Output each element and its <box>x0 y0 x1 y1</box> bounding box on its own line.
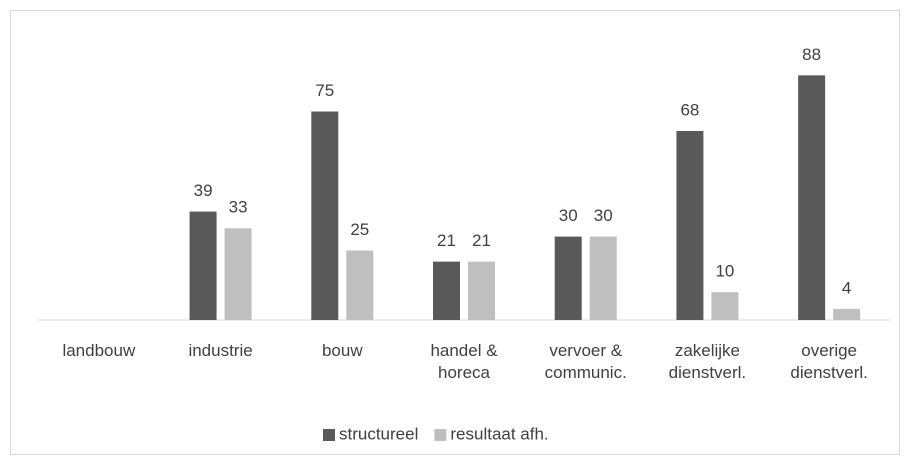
data-label: 68 <box>680 100 699 119</box>
bar <box>346 250 374 320</box>
bar <box>676 130 704 320</box>
x-tick-label: handel & horeca <box>430 341 498 382</box>
data-label: 21 <box>472 231 491 250</box>
bar <box>711 292 739 320</box>
data-label: 30 <box>559 206 578 225</box>
data-label: 39 <box>194 181 213 200</box>
bar <box>189 211 217 320</box>
chart-frame <box>10 10 900 455</box>
data-label: 88 <box>802 45 821 64</box>
bar <box>589 236 617 320</box>
data-label: 30 <box>594 206 613 225</box>
bar <box>833 308 861 320</box>
data-label: 33 <box>229 198 248 217</box>
x-tick-label: industrie <box>188 341 252 360</box>
x-tick-label: overige dienstverl. <box>790 341 867 382</box>
data-label: 10 <box>715 262 734 281</box>
bar <box>433 261 460 320</box>
x-tick-label: landbouw <box>62 341 136 360</box>
legend-label: structureel <box>339 424 418 443</box>
bar <box>468 261 495 320</box>
data-label: 25 <box>350 220 369 239</box>
bar <box>554 236 582 320</box>
bar <box>224 228 252 320</box>
legend-label: resultaat afh. <box>450 424 548 443</box>
x-tick-label: bouw <box>322 341 363 360</box>
legend-swatch <box>323 429 335 441</box>
data-label: 21 <box>437 231 456 250</box>
x-tick-label: zakelijke dienstverl. <box>669 341 746 382</box>
bar <box>798 75 826 320</box>
data-label: 75 <box>315 81 334 100</box>
data-label: 4 <box>842 278 851 297</box>
x-tick-label: vervoer & communic. <box>545 341 627 382</box>
bar <box>311 111 339 320</box>
legend-swatch <box>434 429 447 441</box>
